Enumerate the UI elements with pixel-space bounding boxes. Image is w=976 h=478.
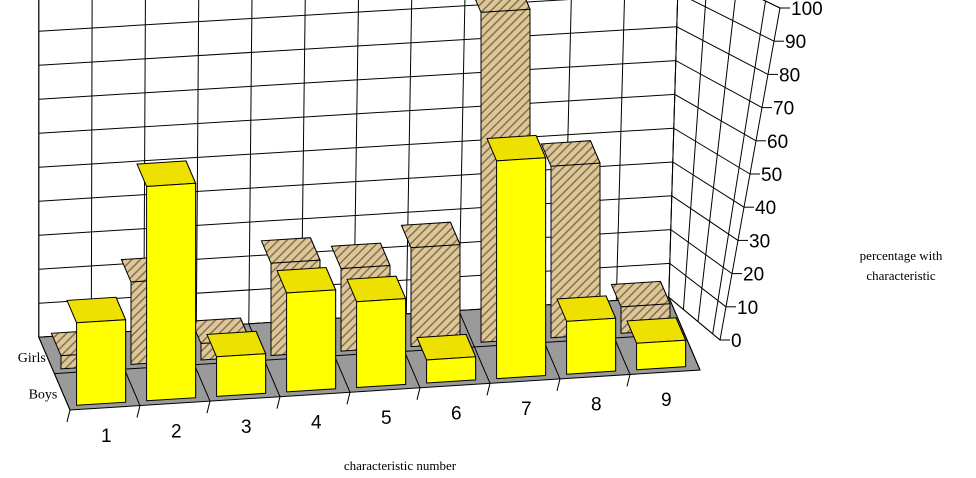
ytick-label-80: 80	[779, 65, 800, 86]
xtick-label-8: 8	[591, 395, 602, 416]
y-axis-title-line1: percentage with	[859, 248, 943, 263]
boys-bar-5-top	[346, 275, 407, 303]
boys-bar-9-top	[626, 317, 687, 344]
girls-bar-8	[540, 140, 601, 339]
ytick-label-50: 50	[761, 165, 782, 186]
vgrid-1	[90, 0, 93, 334]
boys-bar-1-top	[66, 296, 127, 324]
boys-bar-2-top	[136, 160, 197, 188]
vgrid-7	[405, 0, 413, 314]
boys-bar-4-top	[276, 266, 337, 294]
boys-bar-4-front	[286, 289, 337, 393]
girls-bar-6-front	[410, 244, 461, 348]
xtick-mark-2	[136, 405, 141, 418]
boys-bar-9-front	[636, 339, 687, 371]
xtick-label-6: 6	[451, 404, 462, 425]
boys-bar-3-top	[206, 330, 267, 358]
girls-bar-8-top	[540, 140, 601, 167]
xtick-label-4: 4	[311, 412, 322, 433]
boys-bar-8	[556, 295, 617, 375]
side-vgrid-1	[682, 0, 707, 310]
xtick-label-9: 9	[661, 390, 672, 411]
boys-bar-1	[66, 296, 127, 406]
xtick-label-5: 5	[381, 408, 392, 429]
ytick-label-0: 0	[731, 331, 742, 352]
boys-bar-6-top	[416, 333, 477, 361]
y-axis-title-line2: characteristic	[866, 268, 936, 283]
series-label-girls: Girls	[18, 351, 46, 366]
xtick-label-7: 7	[521, 399, 532, 420]
vgrid-11	[615, 0, 625, 301]
boys-bar-1-front	[76, 319, 127, 406]
xtick-label-1: 1	[101, 426, 112, 447]
boys-series	[66, 134, 687, 406]
boys-bar-6	[416, 333, 477, 384]
boys-bar-6-front	[426, 356, 477, 384]
boys-bar-8-front	[566, 317, 617, 375]
xtick-mark-9	[626, 374, 631, 387]
xtick-label-3: 3	[241, 417, 252, 438]
boys-bar-2	[136, 160, 197, 402]
xtick-mark-1	[66, 409, 71, 423]
boys-bar-5	[346, 275, 407, 389]
ytick-label-10: 10	[737, 298, 758, 319]
xtick-mark-8	[556, 378, 561, 392]
ytick-label-20: 20	[743, 265, 764, 286]
boys-bar-4	[276, 266, 337, 393]
vgrid-4	[248, 0, 253, 324]
y-axis-title: percentage with characteristic	[826, 246, 976, 286]
boys-bar-8-top	[556, 295, 617, 322]
ytick-label-30: 30	[749, 231, 770, 252]
ytick-label-40: 40	[755, 198, 776, 219]
ytick-label-90: 90	[785, 32, 806, 53]
boys-bar-7-top	[486, 134, 547, 162]
boys-bar-3-front	[216, 353, 267, 397]
boys-bar-5-front	[356, 298, 407, 389]
xtick-mark-6	[416, 387, 421, 400]
xtick-mark-3	[206, 400, 211, 414]
x-axis-title: characteristic number	[343, 458, 457, 473]
boys-bar-9	[626, 317, 687, 371]
boys-bar-3	[206, 330, 267, 397]
x-axis-ticks: 1 2 3 4 5 6 7 8 9	[66, 374, 672, 447]
vgrid-3	[195, 0, 200, 328]
xtick-label-2: 2	[171, 421, 182, 442]
girls-bar-5-top	[330, 242, 391, 270]
side-vgrid-3	[712, 0, 767, 334]
series-label-boys: Boys	[29, 388, 58, 403]
ytick-label-70: 70	[773, 99, 794, 120]
girls-bar-6	[400, 221, 461, 348]
girls-bar-6-top	[400, 221, 461, 249]
y-axis-ticks: 0 10 20 30 40 50 60 70 80 90 100	[720, 0, 823, 352]
side-vgrid-2	[697, 0, 736, 322]
boys-bar-7-front	[496, 157, 547, 380]
ytick-label-60: 60	[767, 132, 788, 153]
xtick-mark-5	[346, 392, 351, 405]
series-labels: Boys Girls	[18, 351, 58, 402]
xtick-mark-4	[276, 396, 281, 409]
xtick-mark-7	[486, 383, 491, 396]
boys-bar-7	[486, 134, 547, 380]
girls-bar-4-top	[260, 237, 321, 264]
ytick-label-100: 100	[791, 0, 823, 20]
boys-bar-2-front	[146, 182, 197, 402]
vgrid-12	[668, 0, 679, 298]
girls-bar-9-top	[610, 280, 671, 308]
